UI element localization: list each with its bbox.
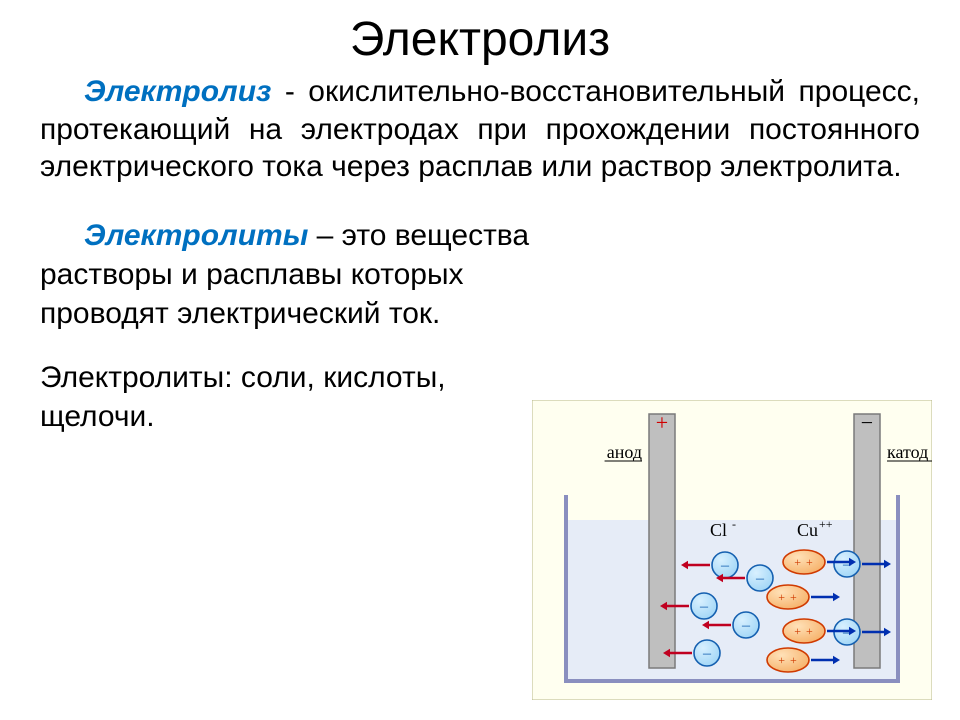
- definition-electrolytes: Электролиты – это вещества растворы и ра…: [40, 216, 920, 333]
- svg-text:-: -: [732, 517, 736, 531]
- electrolysis-diagram: +анод−катодCl-Cu++–––––––+ ++ ++ ++ +: [532, 400, 932, 700]
- svg-text:+ +: + +: [794, 555, 814, 569]
- term-electrolysis: Электролиз: [84, 75, 271, 108]
- svg-text:анод: анод: [607, 442, 642, 462]
- definition-electrolysis: Электролиз - окислительно-восстановитель…: [40, 73, 920, 186]
- svg-text:+ +: + +: [778, 590, 798, 604]
- definition-electrolytes-line1: – это вещества: [308, 219, 529, 252]
- svg-text:+: +: [656, 410, 668, 435]
- term-electrolytes: Электролиты: [84, 219, 308, 252]
- svg-text:–: –: [741, 617, 751, 634]
- examples-electrolytes: Электролиты: соли, кислоты, щелочи.: [40, 358, 520, 436]
- page-title: Электролиз: [0, 0, 960, 73]
- definition-electrolytes-rest: растворы и расплавы которых проводят эле…: [40, 255, 520, 333]
- svg-text:–: –: [755, 570, 765, 587]
- svg-text:Cu: Cu: [797, 520, 818, 540]
- svg-text:++: ++: [819, 517, 833, 531]
- slide-body: Электролиз - окислительно-восстановитель…: [0, 73, 960, 436]
- svg-text:–: –: [699, 598, 709, 615]
- svg-text:+ +: + +: [794, 624, 814, 638]
- svg-text:–: –: [702, 645, 712, 662]
- svg-text:Cl: Cl: [710, 520, 727, 540]
- svg-text:−: −: [861, 410, 873, 435]
- svg-text:катод: катод: [887, 442, 928, 462]
- svg-text:–: –: [720, 557, 730, 574]
- svg-text:+ +: + +: [778, 653, 798, 667]
